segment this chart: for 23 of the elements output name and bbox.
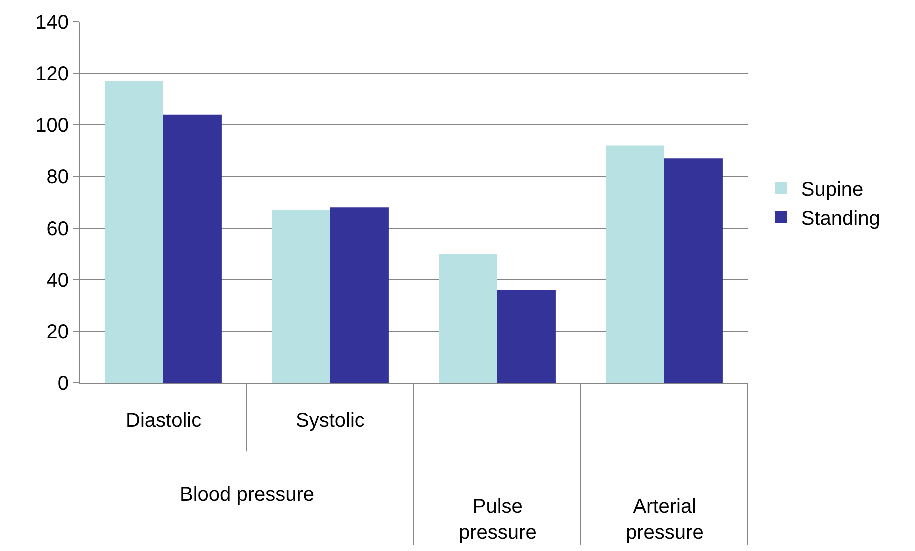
bar: [164, 114, 222, 383]
bar: [439, 254, 498, 383]
y-tick-label: 20: [46, 321, 69, 344]
y-tick-label: 100: [36, 115, 69, 138]
text: Blood pressure: [180, 484, 315, 506]
y-tick-label: 40: [46, 270, 69, 292]
bar: [330, 208, 389, 383]
y-tick-label: 80: [46, 166, 69, 189]
bar: [664, 158, 723, 383]
y-tick-label: 120: [36, 64, 69, 86]
legend-label: Standing: [801, 208, 880, 230]
bar: [105, 81, 164, 383]
y-tick-label: 0: [58, 373, 69, 395]
x-tick-label: Diastolic: [126, 410, 202, 432]
x-tick-label: Arterial pressure: [626, 496, 704, 544]
bar: [272, 210, 330, 383]
x-tick-label: Systolic: [296, 410, 365, 432]
legend-label: Supine: [801, 178, 864, 201]
bar: [606, 146, 664, 383]
y-tick-label: 60: [46, 218, 69, 240]
y-tick-label: 140: [36, 12, 69, 34]
bar: [498, 290, 556, 383]
x-tick-label: Pulse pressure: [459, 496, 537, 544]
